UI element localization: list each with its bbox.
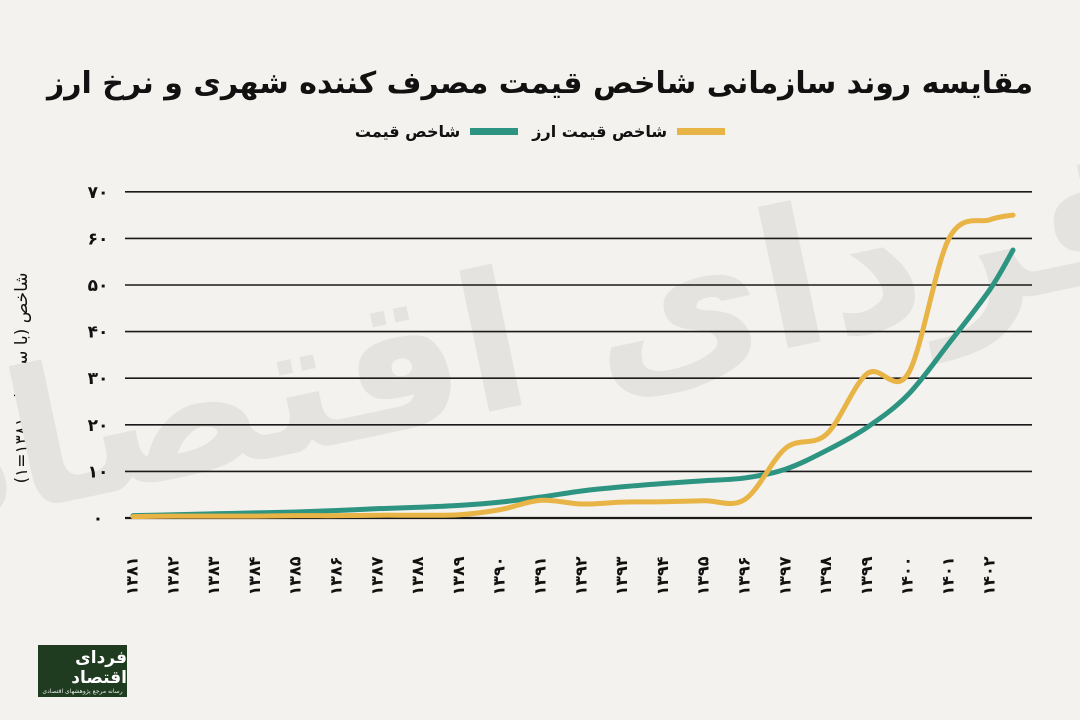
x-tick-label: ۱۳۹۳: [612, 556, 631, 595]
x-tick-label: ۱۳۸۴: [245, 556, 264, 595]
y-tick-label: ۶۰: [88, 229, 109, 249]
x-tick-label: ۱۳۸۱: [123, 556, 142, 595]
x-tick-label: ۱۳۹۲: [571, 556, 590, 595]
x-tick-label: ۱۳۸۳: [204, 556, 223, 595]
legend-label-fx: شاخص قیمت ارز: [532, 122, 668, 141]
legend-swatch-cpi: [470, 128, 519, 135]
x-tick-label: ۱۳۸۷: [367, 556, 386, 595]
legend: شاخص قیمت ارز شاخص قیمت: [0, 122, 1080, 141]
gridlines: [125, 191, 1032, 520]
y-tick-label: ۵۰: [88, 276, 109, 296]
y-tick-label: ۴۰: [88, 323, 109, 343]
series-lines: [130, 212, 1016, 520]
x-tick-label: ۱۳۹۱: [531, 556, 550, 595]
watermark-text: فردای اقتصاد: [0, 95, 1080, 577]
x-tick-label: ۱۳۹۰: [490, 556, 509, 595]
cpi-index-line: [130, 247, 1016, 519]
y-tick-label: ۱۰: [88, 462, 109, 482]
x-tick-label: ۱۳۹۶: [735, 556, 754, 595]
legend-item-cpi: شاخص قیمت: [354, 122, 519, 141]
legend-label-cpi: شاخص قیمت: [354, 122, 461, 141]
logo: فردای اقتصاد رسانه مرجع پژوهشهای اقتصادی: [38, 645, 127, 697]
x-tick-label: ۱۳۸۵: [286, 556, 305, 595]
fx-index-line: [130, 212, 1016, 520]
x-tick-label: ۱۳۹۵: [694, 556, 713, 595]
x-tick-label: ۱۳۸۸: [408, 556, 427, 595]
x-tick-label: ۱۳۸۲: [163, 556, 182, 595]
y-tick-label: ۰: [93, 509, 103, 529]
legend-item-fx: شاخص قیمت ارز: [532, 122, 726, 141]
logo-text: فردای اقتصاد: [71, 647, 127, 688]
y-tick-label: ۲۰: [88, 416, 109, 436]
x-tick-label: ۱۳۹۸: [816, 556, 835, 595]
x-tick-label: ۱۳۸۶: [327, 556, 346, 595]
chart-title: مقایسه روند سازمانی شاخص قیمت مصرف کننده…: [46, 66, 1034, 101]
x-tick-label: ۱۴۰۰: [898, 556, 917, 595]
y-axis-ticks: ۰ ۱۰ ۲۰ ۳۰ ۴۰ ۵۰ ۶۰ ۷۰: [88, 183, 109, 529]
x-tick-label: ۱۳۹۴: [653, 556, 672, 595]
x-tick-label: ۱۴۰۱: [939, 556, 958, 595]
x-tick-label: ۱۴۰۲: [979, 556, 998, 595]
y-tick-label: ۳۰: [88, 369, 109, 389]
x-axis-ticks: ۱۳۸۱ ۱۳۸۲ ۱۳۸۳ ۱۳۸۴ ۱۳۸۵ ۱۳۸۶ ۱۳۸۷ ۱۳۸۸ ۱۳۸۹ ۱۳۹۰…: [123, 556, 999, 595]
legend-swatch-fx: [677, 128, 726, 135]
x-tick-label: ۱۳۸۹: [449, 556, 468, 595]
logo-tagline: رسانه مرجع پژوهشهای اقتصادی: [42, 687, 123, 695]
y-tick-label: ۷۰: [88, 183, 109, 203]
x-tick-label: ۱۳۹۷: [775, 556, 794, 595]
x-tick-label: ۱۳۹۹: [857, 556, 876, 595]
watermark: فردای اقتصاد: [0, 95, 1080, 577]
